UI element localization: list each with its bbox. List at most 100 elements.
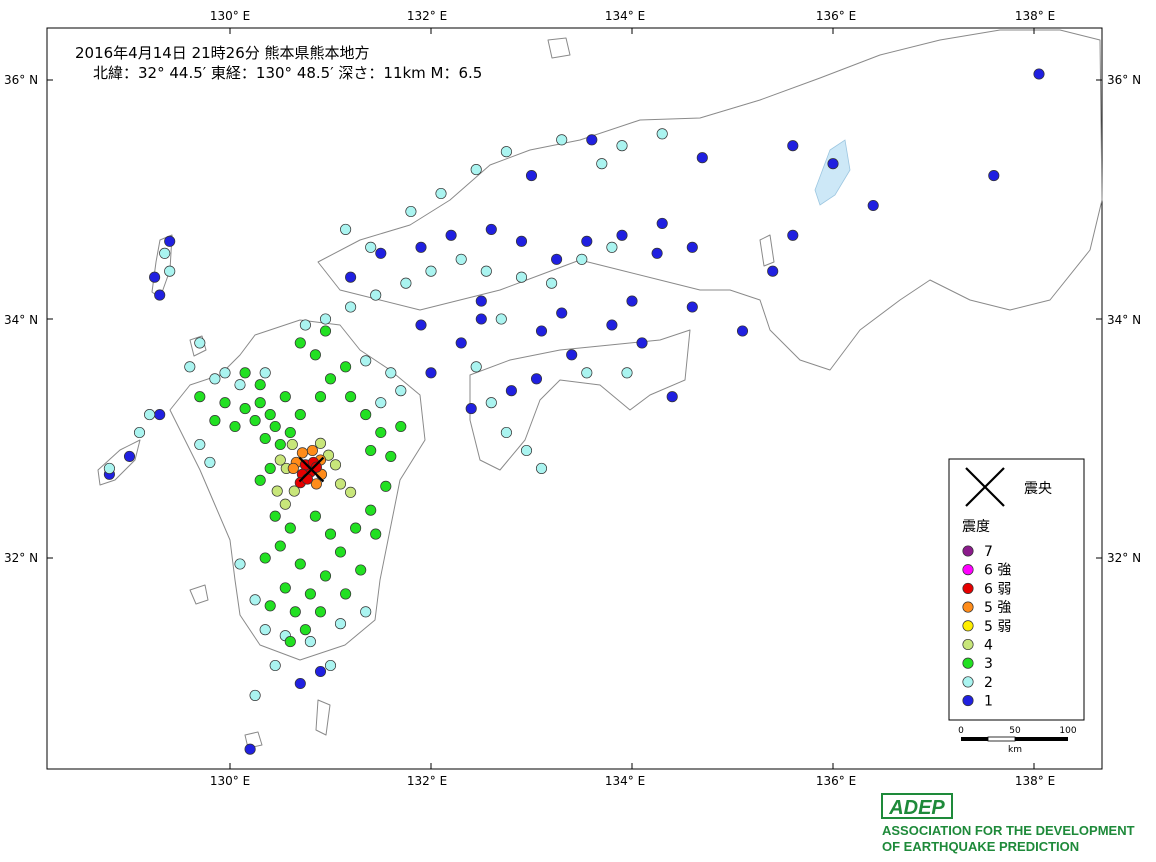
station-marker (287, 462, 299, 474)
awaji-island (759, 234, 775, 267)
legend-swatch (962, 545, 974, 557)
station-marker (334, 478, 347, 490)
station-marker (636, 337, 648, 349)
station-marker (239, 403, 251, 415)
station-marker (194, 438, 206, 451)
station-marker (475, 295, 487, 307)
legend-epicenter-icon (965, 467, 1005, 507)
station-marker (345, 391, 357, 403)
station-marker (144, 409, 156, 421)
lon-label-top: 130° E (210, 9, 250, 23)
station-marker (259, 624, 271, 636)
station-marker (581, 235, 593, 247)
station-marker (455, 337, 467, 349)
station-marker (259, 367, 271, 379)
station-marker (340, 361, 352, 373)
lat-label-right: 34° N (1107, 313, 1141, 327)
epicenter-cross-stroke (298, 456, 325, 483)
legend-label: 4 (984, 638, 993, 654)
station-marker (375, 397, 387, 409)
station-marker (254, 474, 266, 486)
graticule-ticks (47, 28, 1102, 769)
station-marker (259, 552, 271, 564)
station-marker (556, 307, 568, 319)
station-marker (289, 606, 301, 618)
honshu-landmass (317, 29, 1103, 371)
legend-swatch (962, 676, 974, 688)
koshiki-islands (189, 584, 209, 605)
station-marker (209, 373, 221, 385)
station-marker (651, 247, 663, 259)
legend-label: 2 (984, 675, 993, 691)
station-marker (425, 367, 437, 379)
station-marker (299, 624, 311, 636)
station-marker (395, 420, 407, 433)
station-marker (284, 426, 296, 439)
station-marker (435, 187, 447, 200)
station-marker (535, 325, 548, 337)
station-marker (229, 420, 241, 433)
station-marker (787, 229, 799, 241)
scale-segment-white (987, 736, 1016, 742)
legend-swatch (962, 657, 974, 669)
station-marker (596, 158, 608, 170)
lon-label-top: 138° E (1015, 9, 1055, 23)
legend-label: 5 強 (984, 600, 1011, 616)
station-marker (370, 289, 382, 301)
station-marker (375, 426, 387, 439)
legend-swatch (962, 620, 974, 632)
station-marker (606, 241, 618, 253)
station-marker (581, 367, 593, 379)
station-marker (194, 391, 206, 403)
station-markers (103, 68, 1045, 755)
station-marker (159, 247, 171, 259)
station-marker (515, 271, 528, 283)
station-marker (164, 265, 176, 277)
station-marker (301, 473, 313, 485)
station-marker (666, 391, 678, 403)
station-marker (259, 432, 271, 445)
station-marker (345, 486, 357, 498)
legend-label: 3 (984, 656, 993, 672)
station-marker (365, 504, 377, 516)
station-marker (204, 456, 216, 468)
station-marker (455, 253, 467, 265)
station-marker (375, 247, 387, 259)
station-marker (345, 271, 357, 283)
station-marker (787, 140, 799, 152)
station-marker (274, 438, 286, 451)
lon-label-bottom: 134° E (605, 774, 645, 788)
station-marker (194, 337, 206, 349)
station-marker (385, 450, 397, 462)
legend-epicenter-label: 震央 (1024, 481, 1052, 497)
station-marker (827, 158, 839, 170)
station-marker (274, 540, 286, 552)
station-marker (415, 241, 427, 253)
station-marker (284, 636, 296, 648)
station-marker (365, 444, 377, 457)
lon-label-top: 136° E (816, 9, 856, 23)
lat-label-left: 34° N (4, 313, 38, 327)
station-marker (385, 367, 397, 379)
legend-swatch (962, 601, 974, 613)
lon-label-bottom: 130° E (210, 774, 250, 788)
legend-swatch (962, 564, 974, 576)
station-marker (299, 319, 311, 331)
lat-label-left: 36° N (4, 73, 38, 87)
epicenter-marker (298, 456, 325, 483)
station-marker (304, 588, 316, 600)
station-marker (279, 582, 291, 594)
station-marker (309, 510, 321, 522)
station-marker (324, 528, 337, 540)
station-marker (219, 397, 231, 409)
station-marker (546, 277, 558, 289)
station-marker (656, 128, 668, 140)
adep-logo-line2: OF EARTHQUAKE PREDICTION (882, 839, 1079, 854)
station-marker (164, 235, 176, 247)
scale-tick-label: 50 (1009, 726, 1021, 736)
station-marker (525, 170, 538, 182)
lon-label-bottom: 138° E (1015, 774, 1055, 788)
station-marker (264, 409, 276, 421)
station-marker (415, 319, 427, 331)
scale-tick-label: 100 (1059, 726, 1076, 736)
